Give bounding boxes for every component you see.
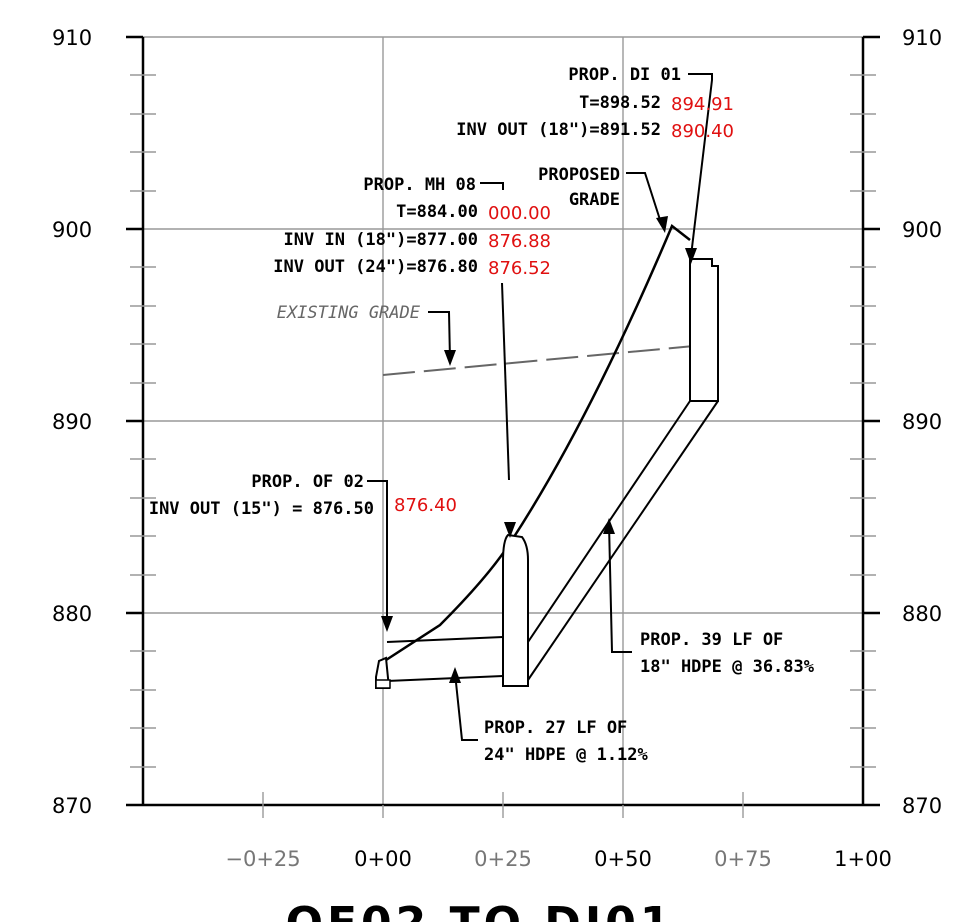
- pipe24-label-2: 24" HDPE @ 1.12%: [484, 745, 649, 765]
- mh08-structure: [502, 533, 529, 687]
- pipe18-label-2: 18" HDPE @ 36.83%: [640, 657, 815, 677]
- existing-grade-label: EXISTING GRADE: [277, 303, 421, 323]
- proposed-grade-line: [382, 224, 691, 664]
- di01-inv-out: INV OUT (18")=891.52: [456, 120, 661, 140]
- mh08-inv-out: INV OUT (24")=876.80: [273, 257, 478, 277]
- pipe18-leader: [608, 523, 632, 653]
- elevation-labels-left: 910 900 890 880 870: [52, 26, 92, 818]
- station-label: 1+00: [834, 847, 892, 871]
- station-labels: −0+25 0+00 0+25 0+50 0+75 1+00: [225, 847, 891, 871]
- mh08-leader-top: [480, 182, 504, 190]
- di01-arrow: [685, 248, 697, 264]
- mh08-top: T=884.00: [396, 202, 478, 222]
- of02-name: PROP. OF 02: [251, 472, 364, 492]
- of02-inv-out: INV OUT (15") = 876.50: [149, 499, 374, 519]
- elevation-labels-right: 910 900 890 880 870: [902, 26, 942, 818]
- minor-ticks: [130, 74, 876, 818]
- leader-lines: [367, 73, 713, 741]
- proposed-grade-label-2: GRADE: [569, 190, 620, 210]
- elev-label-880: 880: [902, 602, 942, 626]
- elev-label-870: 870: [902, 794, 942, 818]
- existing-grade-line: [382, 344, 706, 376]
- pipe24-arrow: [449, 667, 461, 683]
- elev-label-910: 910: [902, 26, 942, 50]
- di01-structure: [689, 258, 719, 402]
- di01-top: T=898.52: [579, 93, 661, 113]
- elev-label-910: 910: [52, 26, 92, 50]
- of02-arrow: [381, 616, 393, 632]
- di01-name: PROP. DI 01: [568, 65, 681, 85]
- mh08-name: PROP. MH 08: [363, 175, 476, 195]
- station-label: 0+75: [714, 847, 772, 871]
- pipe-24-hdpe: [386, 636, 504, 682]
- elev-label-900: 900: [52, 218, 92, 242]
- elev-label-880: 880: [52, 602, 92, 626]
- grid: [143, 36, 863, 805]
- pipe24-leader: [454, 672, 478, 741]
- existing-grade-leader: [428, 311, 451, 361]
- mh08-leader: [501, 282, 510, 481]
- mh08-inv-in-red: 876.88: [488, 231, 551, 252]
- di01-top-red: 894.91: [671, 94, 734, 115]
- elev-label-890: 890: [902, 410, 942, 434]
- mh08-arrow: [504, 522, 516, 538]
- pipe18-arrow: [603, 518, 615, 534]
- station-label: −0+25: [225, 847, 300, 871]
- station-label: 0+25: [474, 847, 532, 871]
- mh08-top-red: 000.00: [488, 203, 551, 224]
- proposed-grade-leader: [626, 172, 663, 227]
- mh08-inv-out-red: 876.52: [488, 258, 551, 279]
- station-label: 0+00: [354, 847, 412, 871]
- elev-label-890: 890: [52, 410, 92, 434]
- of02-footing: [375, 679, 391, 689]
- station-label: 0+50: [594, 847, 652, 871]
- proposed-grade-label: PROPOSED: [538, 165, 620, 185]
- mh08-inv-in: INV IN (18")=877.00: [284, 230, 478, 250]
- pipe24-label-1: PROP. 27 LF OF: [484, 718, 627, 738]
- of02-inv-out-red: 876.40: [394, 495, 457, 516]
- proposed-grade-arrow: [656, 216, 668, 233]
- elev-label-870: 870: [52, 794, 92, 818]
- of02-leader: [367, 480, 388, 625]
- di01-leader: [688, 73, 713, 257]
- existing-grade-arrow: [444, 350, 456, 366]
- di01-inv-out-red: 890.40: [671, 121, 734, 142]
- arrowheads: [381, 216, 697, 683]
- pipe18-label-1: PROP. 39 LF OF: [640, 630, 783, 650]
- elev-label-900: 900: [902, 218, 942, 242]
